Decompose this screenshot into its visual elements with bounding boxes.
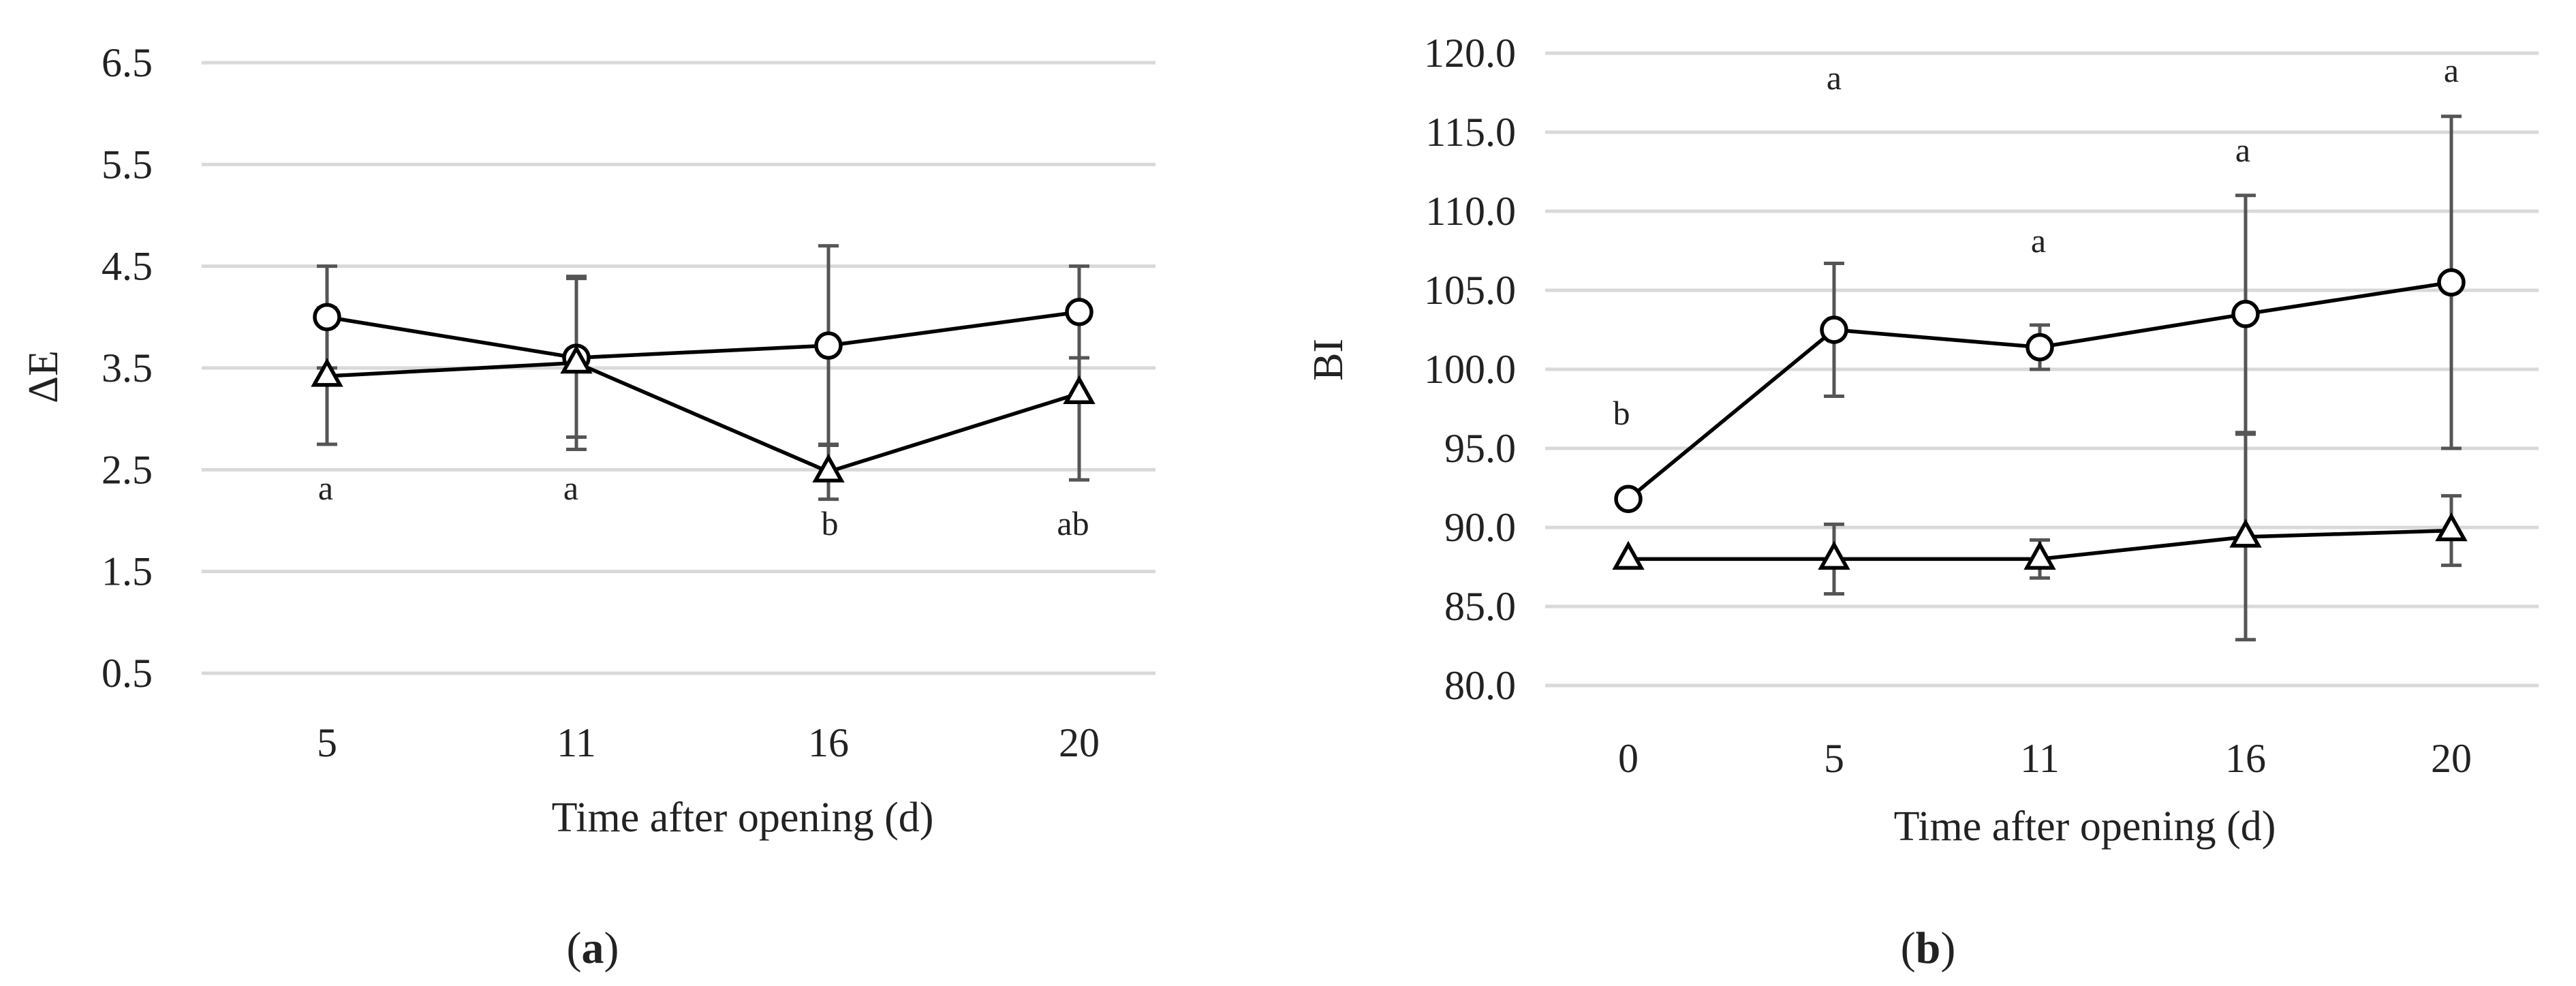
circle-marker (1614, 484, 1643, 513)
significance-letter: b (1613, 394, 1630, 432)
circle-marker (313, 303, 341, 332)
y-tick-label: 2.5 (102, 447, 153, 492)
series-line-circle (1627, 280, 2452, 501)
significance-letter: a (563, 469, 578, 507)
chart-b-y-tick-labels: 80.0 85.0 90.0 95.0 100.0 105.0 110.0 115.0 120.… (1424, 31, 1516, 708)
chart-a-error-bars (317, 244, 1089, 502)
chart-b-panel-label: (b) (1901, 923, 1956, 973)
chart-b-markers (1612, 268, 2468, 570)
triangle-marker (560, 344, 593, 374)
circle-marker (2231, 300, 2260, 328)
y-tick-label: 95.0 (1444, 426, 1516, 471)
significance-letter: a (2031, 221, 2046, 260)
y-tick-label: 120.0 (1424, 31, 1516, 76)
chart-a-x-axis-title: Time after opening (d) (552, 795, 934, 841)
triangle-marker (812, 453, 845, 482)
triangle-marker (1612, 540, 1645, 570)
y-tick-label: 6.5 (102, 40, 153, 85)
y-tick-label: 85.0 (1444, 584, 1516, 629)
x-tick-label: 5 (317, 720, 337, 765)
chart-a-panel-letter: a (582, 923, 604, 973)
significance-letter: ab (1057, 504, 1089, 542)
significance-letter: a (318, 469, 333, 507)
circle-marker (1065, 298, 1093, 326)
y-tick-label: 90.0 (1444, 505, 1516, 550)
triangle-marker (2435, 512, 2468, 542)
circle-marker (1820, 315, 1848, 344)
x-tick-label: 11 (557, 720, 596, 765)
chart-a-gridlines (202, 61, 1155, 675)
chart-b-panel-letter: b (1916, 923, 1941, 973)
chart-b-significance-letters: b a a a a (1613, 51, 2459, 432)
y-tick-label: 4.5 (102, 244, 153, 289)
triangle-marker (311, 358, 343, 387)
chart-a-panel-label: (a) (567, 923, 619, 973)
triangle-marker (1818, 540, 1850, 570)
chart-b-x-tick-labels: 0 5 11 16 20 (1618, 736, 2472, 781)
triangle-marker (1063, 375, 1096, 405)
chart-b-x-axis-title: Time after opening (d) (1894, 803, 2276, 850)
triangle-marker (2229, 519, 2262, 548)
y-tick-label: 5.5 (102, 142, 153, 187)
x-tick-label: 5 (1824, 736, 1844, 781)
y-tick-label: 80.0 (1444, 663, 1516, 708)
chart-b-error-bars (1824, 114, 2462, 642)
circle-marker (2437, 268, 2466, 297)
y-tick-label: 1.5 (102, 549, 153, 594)
y-tick-label: 100.0 (1424, 347, 1516, 392)
series-line-triangle (326, 360, 1080, 474)
chart-a-y-axis-title: ΔE (20, 350, 67, 403)
circle-marker (814, 331, 843, 360)
x-tick-label: 16 (808, 720, 849, 765)
significance-letter: b (822, 504, 839, 542)
x-tick-label: 20 (2431, 736, 2472, 781)
chart-a-series-lines (326, 310, 1080, 474)
significance-letter: a (1827, 59, 1842, 97)
circle-marker (2026, 333, 2054, 362)
chart-a-x-tick-labels: 5 11 16 20 (317, 720, 1100, 765)
y-tick-label: 110.0 (1425, 189, 1516, 234)
significance-letter: a (2235, 131, 2250, 169)
series-line-circle (326, 310, 1080, 360)
x-tick-label: 20 (1059, 720, 1100, 765)
chart-b-bi: 80.0 85.0 90.0 95.0 100.0 105.0 110.0 115.0 120.… (1305, 31, 2539, 973)
y-tick-label: 3.5 (102, 345, 153, 390)
y-tick-label: 105.0 (1424, 268, 1516, 313)
significance-letter: a (2444, 51, 2459, 89)
x-tick-label: 16 (2225, 736, 2266, 781)
chart-a-y-tick-labels: 0.5 1.5 2.5 3.5 4.5 5.5 6.5 (102, 40, 153, 696)
x-tick-label: 0 (1618, 736, 1639, 781)
triangle-marker (2023, 540, 2056, 570)
chart-b-y-axis-title: BI (1305, 339, 1352, 381)
chart-a-significance-letters: a ab ab (318, 469, 1089, 542)
chart-a-delta-e: 0.51.52.53.54.55.56.5 5 11 16 20 a ab ab ΔE T… (20, 40, 1155, 973)
y-tick-label: 115.0 (1425, 110, 1516, 155)
chart-a-markers (311, 298, 1096, 482)
x-tick-label: 11 (2020, 736, 2060, 781)
y-tick-label: 0.5 (102, 651, 153, 696)
